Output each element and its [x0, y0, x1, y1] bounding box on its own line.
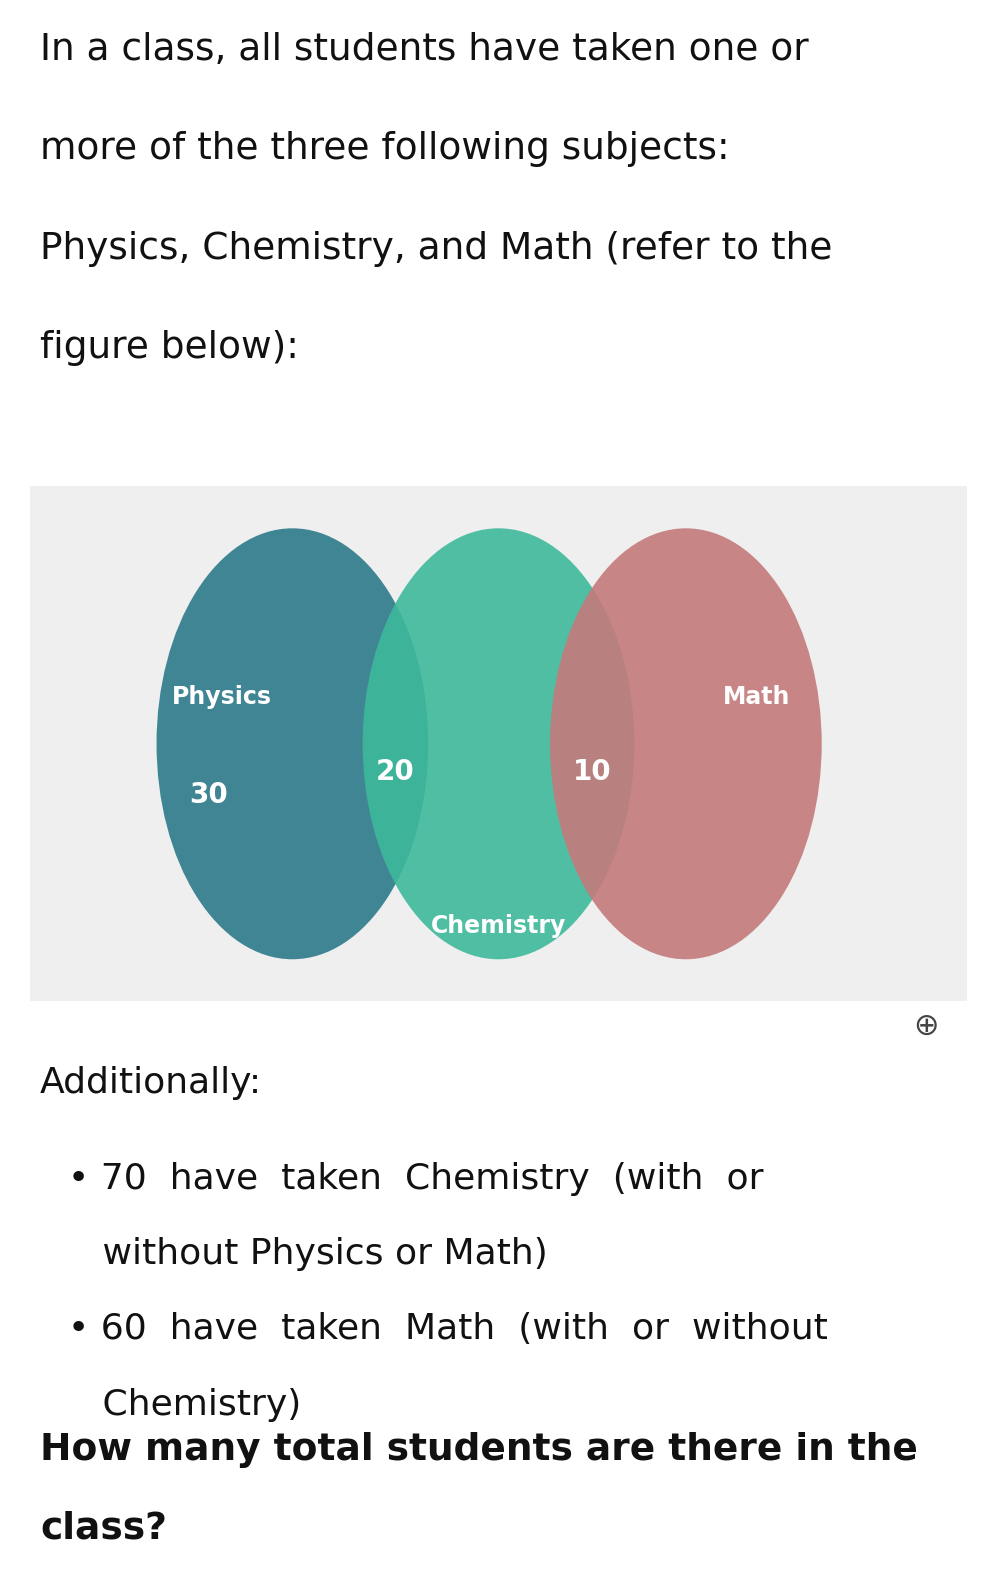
- Text: Additionally:: Additionally:: [40, 1066, 263, 1099]
- Text: • 70  have  taken  Chemistry  (with  or: • 70 have taken Chemistry (with or: [68, 1161, 764, 1196]
- FancyBboxPatch shape: [16, 473, 981, 1015]
- Text: Math: Math: [722, 686, 790, 710]
- Text: without Physics or Math): without Physics or Math): [68, 1238, 548, 1271]
- Text: class?: class?: [40, 1511, 167, 1546]
- Text: Physics, Chemistry, and Math (refer to the: Physics, Chemistry, and Math (refer to t…: [40, 231, 833, 267]
- Text: 30: 30: [188, 781, 227, 810]
- Text: Chemistry: Chemistry: [431, 915, 566, 939]
- Ellipse shape: [550, 528, 822, 959]
- Text: figure below):: figure below):: [40, 329, 299, 366]
- Text: • 60  have  taken  Math  (with  or  without: • 60 have taken Math (with or without: [68, 1313, 828, 1346]
- Ellipse shape: [156, 528, 428, 959]
- Text: 20: 20: [376, 757, 415, 786]
- Text: How many total students are there in the: How many total students are there in the: [40, 1432, 918, 1468]
- Ellipse shape: [363, 528, 634, 959]
- Text: Physics: Physics: [172, 686, 273, 710]
- Text: 10: 10: [573, 757, 611, 786]
- Text: more of the three following subjects:: more of the three following subjects:: [40, 130, 729, 167]
- Text: In a class, all students have taken one or: In a class, all students have taken one …: [40, 32, 809, 68]
- Text: ⊕: ⊕: [914, 1012, 939, 1041]
- Text: Chemistry): Chemistry): [68, 1387, 302, 1421]
